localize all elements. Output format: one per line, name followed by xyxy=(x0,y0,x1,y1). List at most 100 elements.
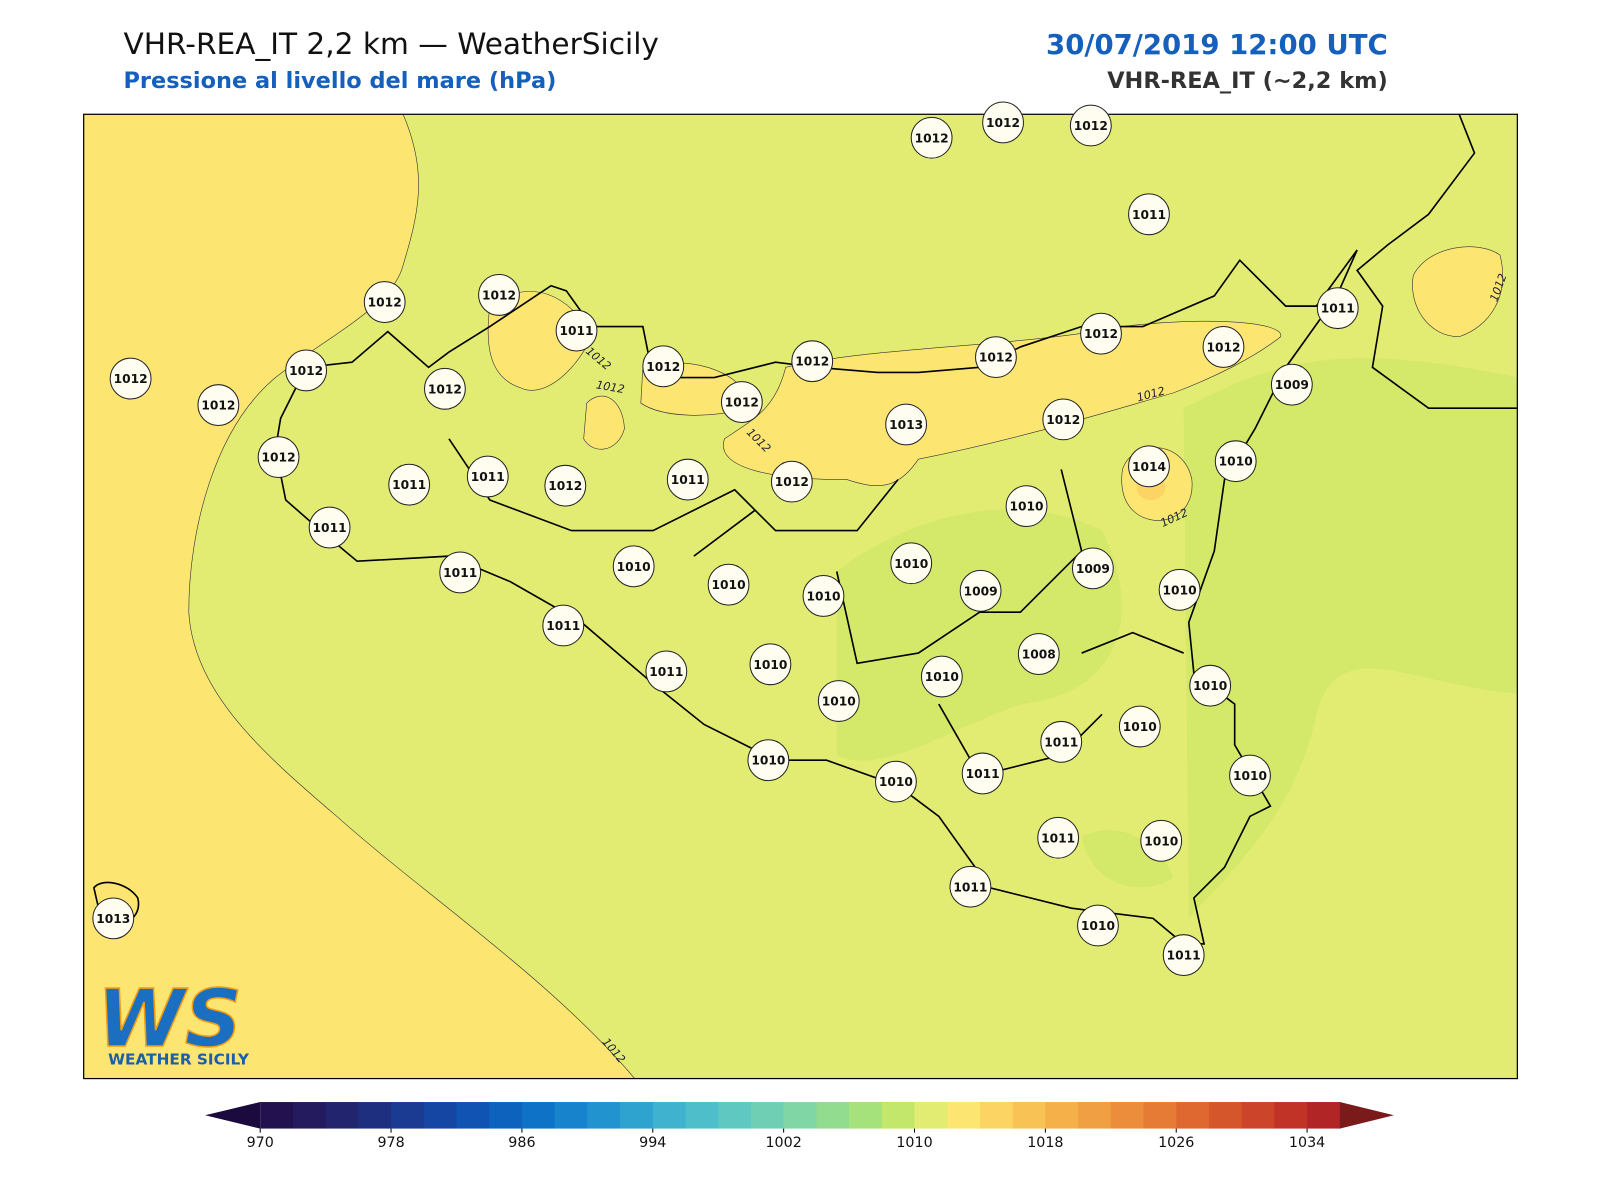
colorbar-bin xyxy=(325,1102,359,1129)
station-marker xyxy=(645,650,688,693)
station: 1008 xyxy=(1017,633,1060,675)
stations: 1012 1012 1012 1011 1012 1012 1011 1012 1012 1012… xyxy=(92,101,1510,1066)
colorbar-bin xyxy=(914,1102,948,1129)
station: 1012 xyxy=(363,281,406,323)
station-marker xyxy=(1270,363,1313,406)
station-marker xyxy=(1316,287,1359,330)
station: 1012 xyxy=(1202,326,1245,368)
station: 1012 xyxy=(1069,104,1112,147)
colorbar-bin xyxy=(849,1102,883,1129)
station-marker xyxy=(423,367,466,410)
station: 1012 xyxy=(423,367,466,410)
station-label: 1011 xyxy=(471,470,505,484)
station-label: 1011 xyxy=(313,521,347,535)
colorbar-bin xyxy=(1045,1102,1079,1129)
station: 1011 xyxy=(466,455,509,498)
station-marker xyxy=(1140,819,1183,862)
station-label: 1012 xyxy=(201,399,235,413)
station-marker xyxy=(363,281,406,323)
station: 1010 xyxy=(1189,664,1232,707)
station: 1011 xyxy=(1316,287,1359,330)
colorbar-tick-label: 1002 xyxy=(765,1135,801,1151)
station-marker xyxy=(749,643,792,686)
station: 1010 xyxy=(1077,904,1119,947)
station: 1010 xyxy=(817,680,860,722)
station-marker xyxy=(1128,445,1170,488)
station-label: 1009 xyxy=(1275,378,1309,392)
station-label: 1009 xyxy=(964,584,998,598)
station-marker xyxy=(388,463,431,506)
station: 1012 xyxy=(1080,312,1122,355)
station: 1010 xyxy=(875,760,917,803)
colorbar-tick-label: 1010 xyxy=(896,1135,932,1151)
station-label: 1012 xyxy=(986,116,1020,130)
station-marker xyxy=(961,752,1004,795)
colorbar-bin xyxy=(1143,1102,1177,1129)
station-label: 1013 xyxy=(889,418,923,432)
colorbar-bin xyxy=(1307,1102,1341,1129)
station-marker xyxy=(920,655,963,698)
station-label: 1011 xyxy=(966,767,1000,781)
station: 1012 xyxy=(770,460,813,503)
colorbar-bin xyxy=(652,1102,687,1129)
map xyxy=(83,113,1518,1080)
station: 1009 xyxy=(959,569,1002,612)
station-label: 1011 xyxy=(1044,735,1078,749)
station-marker xyxy=(1037,816,1080,859)
station-marker xyxy=(478,273,520,316)
station-label: 1012 xyxy=(428,382,462,396)
station: 1011 xyxy=(1128,193,1170,236)
station-marker xyxy=(666,458,709,501)
station: 1011 xyxy=(555,309,598,352)
station-marker xyxy=(817,680,860,722)
colorbar-bin xyxy=(1110,1102,1145,1129)
station: 1014 xyxy=(1128,445,1170,488)
station-label: 1011 xyxy=(1321,302,1355,316)
station: 1011 xyxy=(388,463,431,506)
station-marker xyxy=(1189,664,1232,707)
station-marker xyxy=(542,604,585,647)
station-label: 1011 xyxy=(671,473,705,487)
station: 1010 xyxy=(747,739,790,782)
station-label: 1010 xyxy=(712,578,746,592)
colorbar-bin xyxy=(1208,1102,1243,1129)
colorbar-bin xyxy=(1176,1102,1210,1129)
station-label: 1010 xyxy=(806,589,840,603)
station-marker xyxy=(720,381,763,423)
station-marker xyxy=(555,309,598,352)
colorbar-bin xyxy=(521,1102,556,1129)
station-label: 1010 xyxy=(1233,769,1267,783)
station: 1012 xyxy=(257,436,300,479)
logo-name: WEATHER SICILY xyxy=(108,1050,250,1068)
station-label: 1012 xyxy=(289,364,323,378)
station-label: 1012 xyxy=(1046,413,1080,427)
high-pressure-area xyxy=(583,395,625,450)
station: 1011 xyxy=(645,650,688,693)
station-marker xyxy=(1069,104,1112,147)
station-label: 1010 xyxy=(1193,679,1227,693)
station-label: 1012 xyxy=(1084,327,1118,341)
station-marker xyxy=(197,384,240,427)
station-label: 1010 xyxy=(879,775,913,789)
station-label: 1012 xyxy=(775,475,809,489)
station-marker xyxy=(910,116,953,159)
colorbar-tick-label: 986 xyxy=(508,1135,535,1151)
station-label: 1012 xyxy=(114,372,148,386)
station-label: 1010 xyxy=(753,658,787,672)
station-marker xyxy=(1214,440,1257,483)
colorbar-bin xyxy=(358,1102,392,1129)
station-label: 1012 xyxy=(482,288,516,302)
colorbar-bin xyxy=(816,1102,850,1129)
station: 1011 xyxy=(542,604,585,647)
station-label: 1010 xyxy=(1081,919,1115,933)
station: 1012 xyxy=(478,273,520,316)
colorbar-bin xyxy=(783,1102,817,1129)
model: VHR-REA_IT (~2,2 km) xyxy=(1107,68,1388,94)
station-label: 1010 xyxy=(751,754,785,768)
station-label: 1010 xyxy=(617,560,651,574)
colorbar-over xyxy=(1339,1102,1394,1129)
province-border xyxy=(448,438,1184,777)
high-pressure-area xyxy=(83,113,636,1079)
colorbar-bin xyxy=(718,1102,752,1129)
station-marker xyxy=(890,542,933,585)
